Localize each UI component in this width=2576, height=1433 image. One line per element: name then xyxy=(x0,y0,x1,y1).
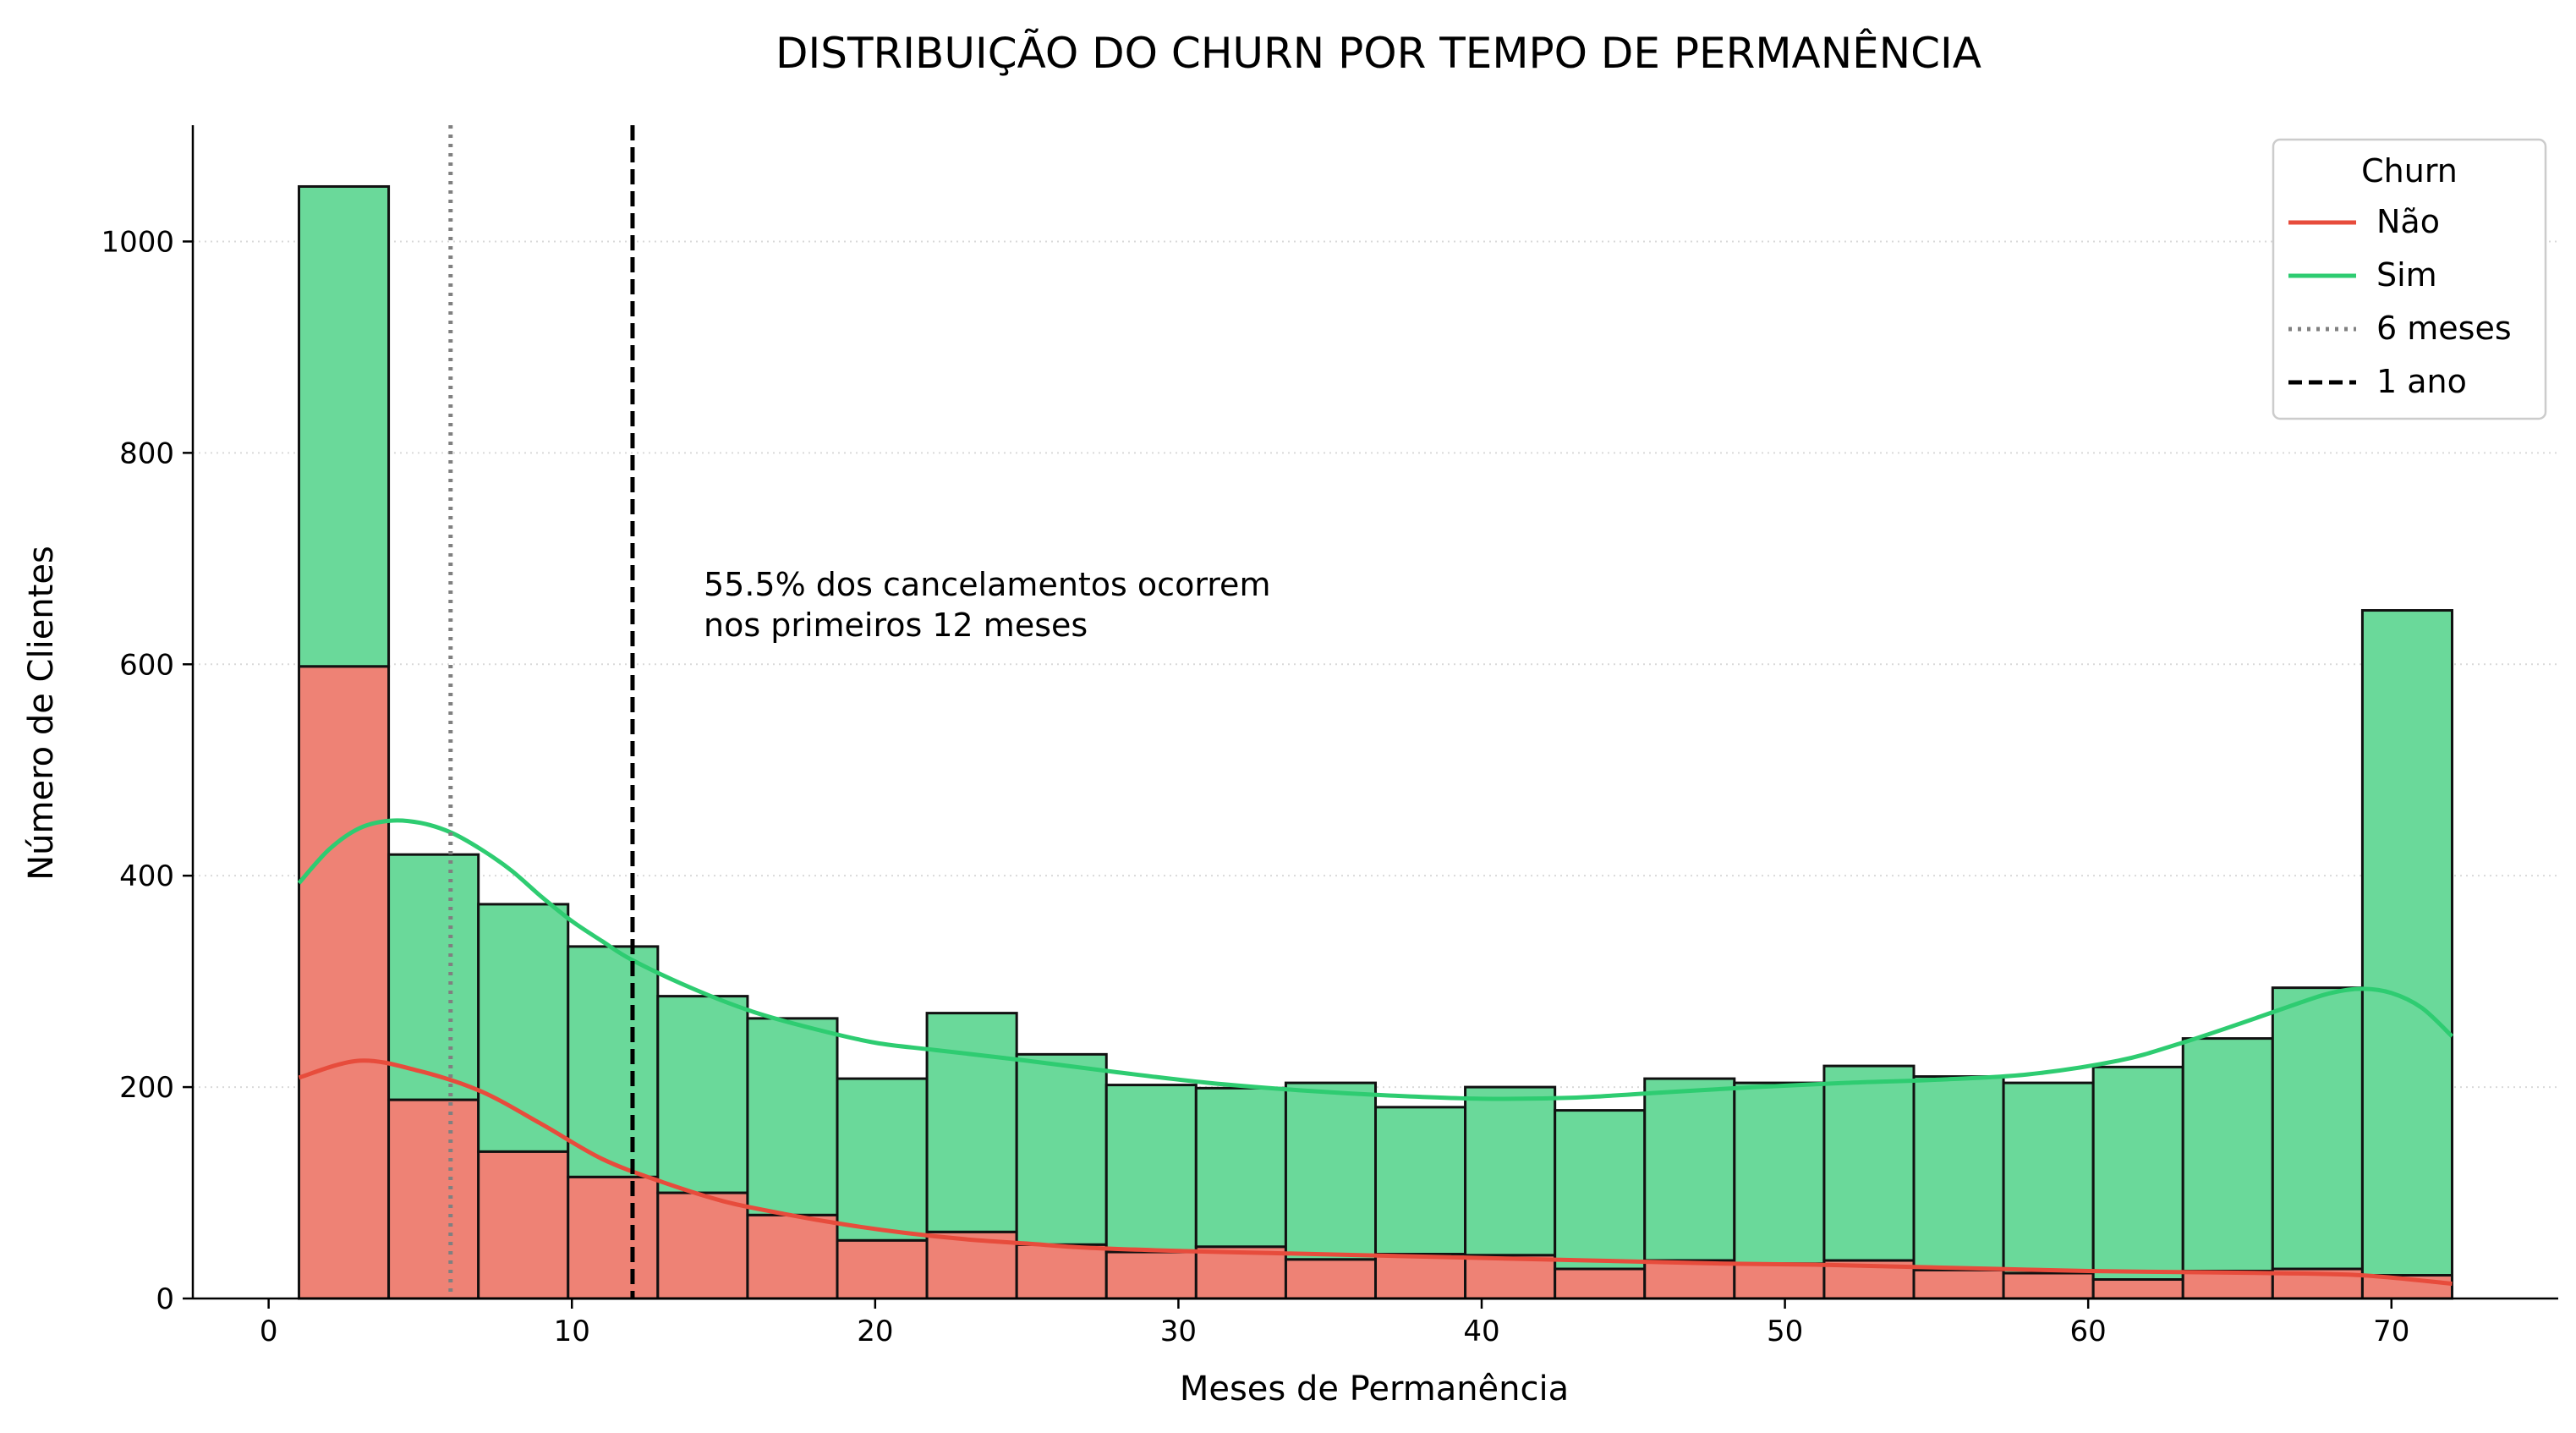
x-tick-label: 40 xyxy=(1463,1315,1499,1348)
legend-entry: Sim xyxy=(2376,256,2437,294)
kde-line-sim xyxy=(297,818,2454,1101)
tick-labels: 0 10 20 30 40 50 60 70 0 200 400 600 800 1000 xyxy=(101,225,2409,1348)
bar-sim xyxy=(836,1077,929,1242)
bar-nao xyxy=(1912,1268,2005,1300)
x-tick-label: 10 xyxy=(554,1315,590,1348)
bar-sim xyxy=(925,1012,1018,1233)
bar-nao xyxy=(1554,1267,1647,1300)
bar-nao xyxy=(1643,1259,1736,1300)
x-tick-label: 0 xyxy=(260,1315,278,1348)
bar-sim xyxy=(2360,609,2453,1277)
bar-nao xyxy=(1284,1258,1378,1300)
bar-nao xyxy=(1104,1250,1198,1300)
bar-nao xyxy=(836,1238,929,1300)
bar-sim xyxy=(1015,1052,1108,1246)
y-tick-label: 800 xyxy=(119,436,174,470)
bar-sim xyxy=(1822,1064,1916,1262)
y-tick-label: 1000 xyxy=(101,225,174,259)
bar-sim xyxy=(1284,1081,1378,1261)
bar-nao xyxy=(656,1191,749,1300)
bar-sim xyxy=(2002,1081,2095,1275)
axes xyxy=(183,125,2558,1309)
bar-sim xyxy=(2091,1065,2184,1282)
histogram-bars xyxy=(298,184,2453,1300)
bar-sim xyxy=(387,853,480,1101)
bar-sim xyxy=(1643,1077,1736,1262)
y-tick-label: 600 xyxy=(119,648,174,682)
bar-nao xyxy=(2091,1278,2184,1300)
bar-sim xyxy=(1464,1085,1557,1257)
bar-sim xyxy=(2271,986,2364,1271)
legend-entry: Não xyxy=(2376,203,2440,240)
x-tick-label: 70 xyxy=(2373,1315,2409,1348)
annotation-text: 55.5% dos cancelamentos ocorrem nos prim… xyxy=(704,566,1281,644)
annotation-line-1: 55.5% dos cancelamentos ocorrem xyxy=(704,566,1270,603)
annotation-line-2: nos primeiros 12 meses xyxy=(704,607,1088,644)
bar-sim xyxy=(1374,1106,1467,1256)
kde-line-nao xyxy=(298,1058,2453,1286)
bar-sim xyxy=(1104,1084,1198,1254)
x-tick-label: 20 xyxy=(857,1315,893,1348)
bar-nao xyxy=(1015,1243,1108,1300)
bar-sim xyxy=(567,945,660,1178)
x-axis-label: Meses de Permanência xyxy=(1180,1370,1569,1408)
legend-entry: 1 ano xyxy=(2376,363,2467,400)
x-tick-label: 60 xyxy=(2070,1315,2107,1348)
bar-sim xyxy=(2181,1037,2274,1273)
reference-lines xyxy=(448,125,635,1298)
bar-nao xyxy=(567,1175,660,1300)
chart-title: DISTRIBUIÇÃO DO CHURN POR TEMPO DE PERMA… xyxy=(776,28,1981,78)
bar-sim xyxy=(746,1017,839,1216)
legend-entry: 6 meses xyxy=(2376,310,2512,347)
bar-nao xyxy=(1464,1254,1557,1300)
y-tick-label: 200 xyxy=(119,1071,174,1105)
bar-nao xyxy=(2181,1270,2274,1300)
legend-title: Churn xyxy=(2361,152,2458,189)
bar-nao xyxy=(387,1098,480,1300)
x-tick-label: 30 xyxy=(1160,1315,1197,1348)
bar-nao xyxy=(2002,1271,2095,1300)
bar-sim xyxy=(1194,1086,1287,1249)
kde-curves xyxy=(297,818,2454,1286)
x-tick-label: 50 xyxy=(1767,1315,1803,1348)
bar-sim xyxy=(656,995,749,1194)
bar-nao xyxy=(746,1213,839,1300)
bar-sim xyxy=(1554,1109,1647,1271)
bar-nao xyxy=(1374,1253,1467,1300)
y-tick-label: 0 xyxy=(156,1282,174,1316)
y-axis-label: Número de Clientes xyxy=(22,546,61,881)
bar-nao xyxy=(298,665,391,1300)
legend-box xyxy=(2272,138,2547,420)
bar-sim xyxy=(1733,1081,1826,1266)
bar-nao xyxy=(1733,1262,1826,1300)
bar-sim xyxy=(477,903,570,1153)
bar-sim xyxy=(1912,1075,2005,1271)
bar-sim xyxy=(298,184,391,668)
y-tick-label: 400 xyxy=(119,859,174,893)
legend: Churn Não Sim 6 meses 1 ano xyxy=(2272,138,2547,420)
bar-nao xyxy=(477,1150,570,1300)
